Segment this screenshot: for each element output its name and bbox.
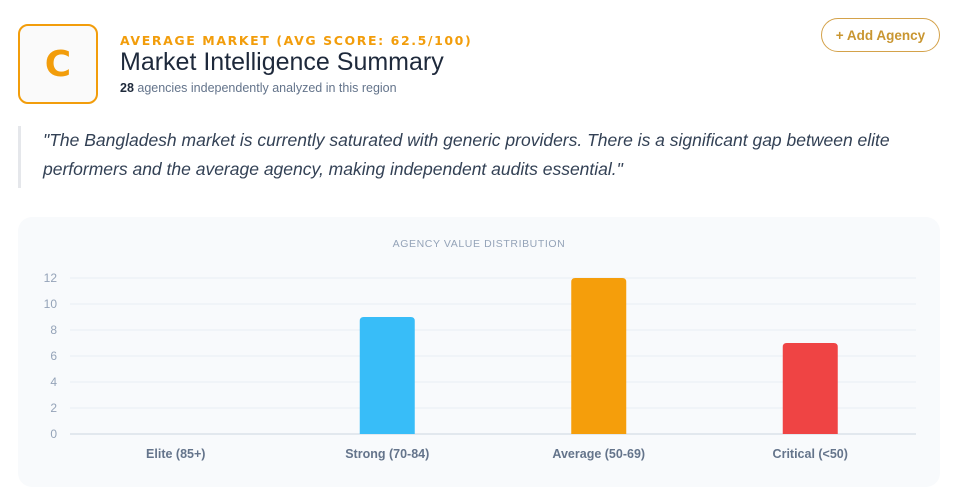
agency-count-suffix: agencies independently analyzed in this …	[133, 81, 397, 95]
grid-lines	[70, 277, 916, 435]
y-tick-label: 2	[50, 401, 57, 415]
grade-badge: C	[18, 24, 98, 104]
y-axis-ticks: 0 2 4 6 8 10 12	[44, 271, 58, 441]
bar[interactable]	[571, 278, 627, 434]
x-tick-label: Critical (<50)	[773, 447, 848, 461]
market-quote: "The Bangladesh market is currently satu…	[18, 126, 938, 188]
agency-count-line: 28 agencies independently analyzed in th…	[120, 81, 397, 95]
y-tick-label: 10	[44, 297, 58, 311]
grade-letter: C	[44, 43, 72, 85]
page-title: Market Intelligence Summary	[120, 48, 444, 76]
agency-count: 28	[120, 81, 134, 95]
x-tick-label: Strong (70-84)	[345, 447, 429, 461]
market-rating-label: AVERAGE MARKET (AVG SCORE: 62.5/100)	[120, 33, 473, 48]
x-tick-label: Average (50-69)	[552, 447, 645, 461]
y-tick-label: 0	[50, 427, 57, 441]
bars	[359, 278, 838, 434]
add-agency-button[interactable]: + Add Agency	[821, 18, 940, 52]
y-tick-label: 12	[44, 271, 58, 285]
bar[interactable]	[782, 343, 838, 434]
y-tick-label: 4	[50, 375, 57, 389]
y-tick-label: 8	[50, 323, 57, 337]
chart-title: AGENCY VALUE DISTRIBUTION	[392, 238, 566, 250]
bar[interactable]	[359, 317, 415, 434]
y-tick-label: 6	[50, 349, 57, 363]
x-tick-label: Elite (85+)	[146, 447, 205, 461]
chart-card: AGENCY VALUE DISTRIBUTION 0 2 4 6 8 10 12 Elit…	[18, 217, 940, 487]
bar-chart: 0 2 4 6 8 10 12 Elite (85+) Strong (70-84) Avera…	[44, 271, 916, 461]
x-axis-labels: Elite (85+) Strong (70-84) Average (50-69)…	[146, 447, 848, 461]
